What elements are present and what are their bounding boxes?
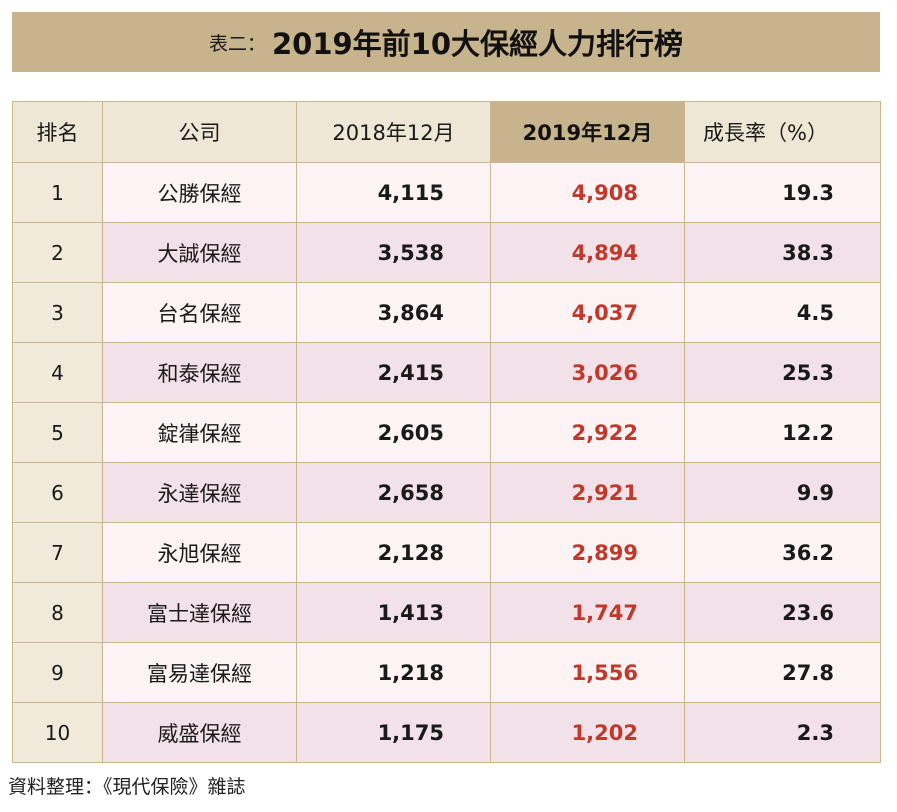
table-row: 9 富易達保經 1,218 1,556 27.8 (12, 642, 881, 703)
table-title-bar: 表二： 2019年前10大保經人力排行榜 (12, 12, 880, 72)
table-row: 5 錠嵂保經 2,605 2,922 12.2 (12, 402, 881, 463)
value-2019-cell: 4,037 (490, 282, 685, 343)
header-2018: 2018年12月 (296, 101, 491, 163)
company-cell: 富易達保經 (102, 642, 297, 703)
table-row: 1 公勝保經 4,115 4,908 19.3 (12, 162, 881, 223)
growth-cell: 19.3 (684, 162, 881, 223)
header-company: 公司 (102, 101, 297, 163)
value-2018-cell: 1,218 (296, 642, 491, 703)
ranking-table: 排名 公司 2018年12月 2019年12月 成長率（%） 1 公勝保經 4,… (12, 101, 881, 763)
value-2018-cell: 3,864 (296, 282, 491, 343)
source-note: 資料整理：《現代保險》雜誌 (8, 776, 246, 798)
company-cell: 大誠保經 (102, 222, 297, 283)
value-2019-cell: 2,921 (490, 462, 685, 523)
company-cell: 和泰保經 (102, 342, 297, 403)
value-2018-cell: 1,413 (296, 582, 491, 643)
header-2019: 2019年12月 (490, 101, 685, 163)
growth-cell: 25.3 (684, 342, 881, 403)
value-2019-cell: 4,894 (490, 222, 685, 283)
table-row: 3 台名保經 3,864 4,037 4.5 (12, 282, 881, 343)
table-number-label: 表二： (208, 32, 266, 55)
value-2019-cell: 2,922 (490, 402, 685, 463)
company-cell: 永達保經 (102, 462, 297, 523)
rank-cell: 7 (12, 522, 103, 583)
growth-cell: 2.3 (684, 702, 881, 763)
company-cell: 錠嵂保經 (102, 402, 297, 463)
table-row: 7 永旭保經 2,128 2,899 36.2 (12, 522, 881, 583)
rank-cell: 5 (12, 402, 103, 463)
value-2019-cell: 1,747 (490, 582, 685, 643)
growth-cell: 12.2 (684, 402, 881, 463)
table-row: 6 永達保經 2,658 2,921 9.9 (12, 462, 881, 523)
header-rank: 排名 (12, 101, 103, 163)
value-2019-cell: 1,202 (490, 702, 685, 763)
growth-cell: 4.5 (684, 282, 881, 343)
rank-cell: 4 (12, 342, 103, 403)
table-row: 8 富士達保經 1,413 1,747 23.6 (12, 582, 881, 643)
value-2018-cell: 1,175 (296, 702, 491, 763)
table-row: 2 大誠保經 3,538 4,894 38.3 (12, 222, 881, 283)
company-cell: 公勝保經 (102, 162, 297, 223)
company-cell: 威盛保經 (102, 702, 297, 763)
rank-cell: 1 (12, 162, 103, 223)
rank-cell: 3 (12, 282, 103, 343)
rank-cell: 8 (12, 582, 103, 643)
value-2019-cell: 4,908 (490, 162, 685, 223)
company-cell: 永旭保經 (102, 522, 297, 583)
value-2019-cell: 3,026 (490, 342, 685, 403)
value-2018-cell: 4,115 (296, 162, 491, 223)
growth-cell: 27.8 (684, 642, 881, 703)
growth-cell: 38.3 (684, 222, 881, 283)
growth-cell: 36.2 (684, 522, 881, 583)
rank-cell: 9 (12, 642, 103, 703)
table-header-row: 排名 公司 2018年12月 2019年12月 成長率（%） (12, 101, 881, 163)
table-row: 10 威盛保經 1,175 1,202 2.3 (12, 702, 881, 763)
value-2018-cell: 2,658 (296, 462, 491, 523)
company-cell: 台名保經 (102, 282, 297, 343)
value-2018-cell: 2,415 (296, 342, 491, 403)
value-2018-cell: 3,538 (296, 222, 491, 283)
rank-cell: 2 (12, 222, 103, 283)
value-2018-cell: 2,128 (296, 522, 491, 583)
table-row: 4 和泰保經 2,415 3,026 25.3 (12, 342, 881, 403)
header-growth: 成長率（%） (684, 101, 881, 163)
growth-cell: 9.9 (684, 462, 881, 523)
table-title: 2019年前10大保經人力排行榜 (271, 27, 684, 61)
value-2019-cell: 1,556 (490, 642, 685, 703)
rank-cell: 10 (12, 702, 103, 763)
value-2019-cell: 2,899 (490, 522, 685, 583)
rank-cell: 6 (12, 462, 103, 523)
value-2018-cell: 2,605 (296, 402, 491, 463)
growth-cell: 23.6 (684, 582, 881, 643)
company-cell: 富士達保經 (102, 582, 297, 643)
